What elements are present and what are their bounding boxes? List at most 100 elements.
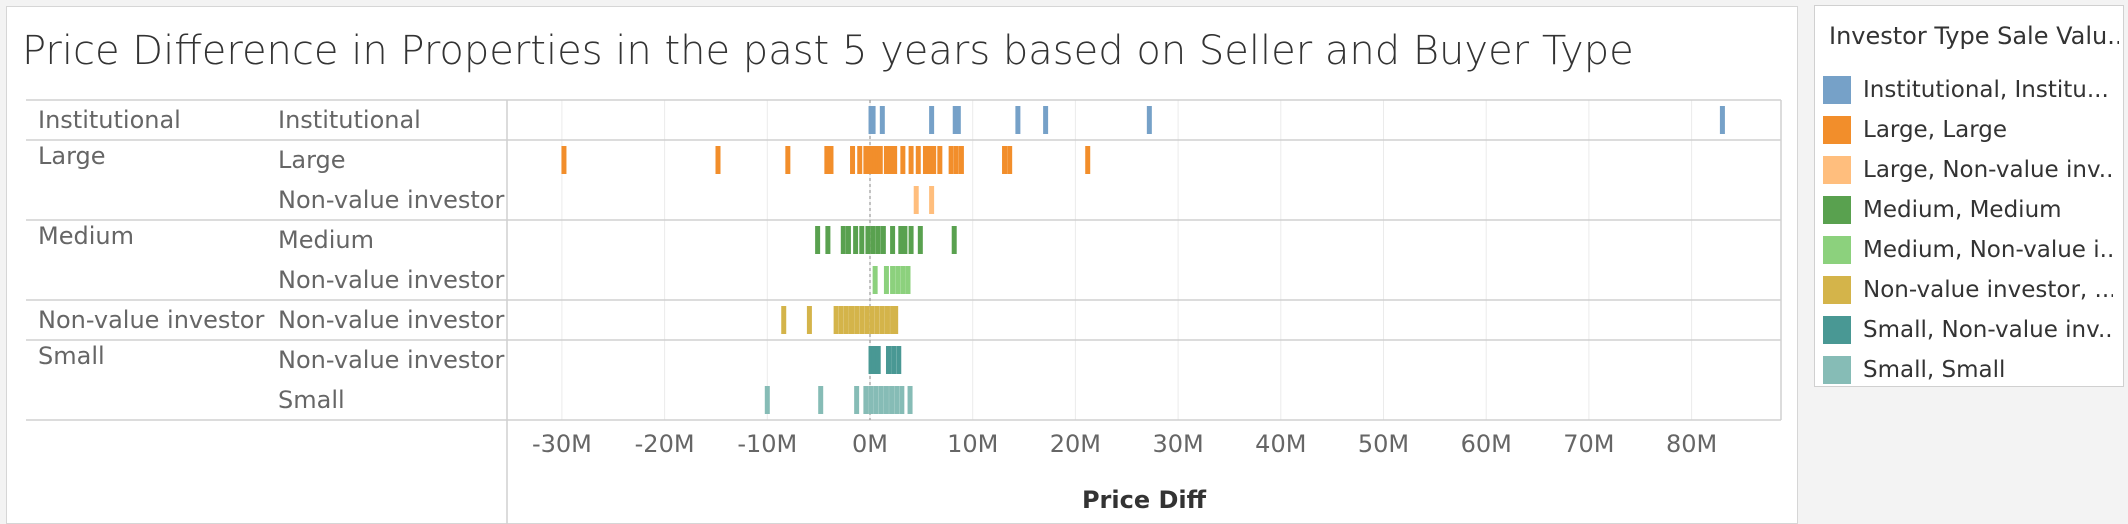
data-mark [875,346,881,374]
data-mark [927,146,933,174]
legend-item[interactable]: Large, Large [1823,110,2123,150]
data-mark [781,306,787,334]
data-mark [715,146,721,174]
data-mark [929,186,935,214]
data-mark [900,146,906,174]
data-mark [892,146,898,174]
data-mark [937,146,943,174]
legend-item[interactable]: Small, Non-value inv... [1823,310,2123,350]
data-mark [849,306,855,334]
x-axis-title: Price Diff [1082,486,1207,514]
buyer-label: Small [278,386,345,414]
data-mark [850,146,856,174]
data-mark [890,306,896,334]
x-tick-label: 0M [852,430,888,458]
data-mark [905,266,911,294]
legend-item[interactable]: Non-value investor, ... [1823,270,2123,310]
data-mark [948,146,954,174]
legend-item[interactable]: Medium, Medium [1823,190,2123,230]
data-mark [893,306,899,334]
data-mark [888,146,894,174]
data-mark [908,146,914,174]
data-mark [859,226,865,254]
x-tick-label: -10M [737,430,797,458]
seller-label: Small [38,342,105,370]
buyer-label: Non-value investor [278,266,504,294]
legend-item[interactable]: Large, Non-value inv... [1823,150,2123,190]
legend-swatch [1823,116,1851,144]
data-mark [1146,106,1152,134]
data-mark [828,146,834,174]
data-mark [857,146,863,174]
legend-item[interactable]: Institutional, Institu... [1823,70,2123,110]
data-mark [865,146,871,174]
data-mark [1015,106,1021,134]
data-mark [908,226,914,254]
legend-label: Small, Small [1863,357,2006,383]
data-mark [869,306,875,334]
data-mark [883,386,889,414]
x-tick-label: 10M [947,430,998,458]
x-tick-label: -20M [635,430,695,458]
data-mark [840,226,846,254]
data-mark [896,346,902,374]
data-mark [884,306,890,334]
data-mark [902,226,908,254]
data-mark [878,386,884,414]
legend-item[interactable]: Small, Small [1823,350,2123,386]
data-mark [958,146,964,174]
legend-item[interactable]: Medium, Non-value i... [1823,230,2123,270]
data-mark [838,306,844,334]
data-mark [955,106,961,134]
data-mark [818,386,824,414]
legend-swatch [1823,76,1851,104]
seller-label: Large [38,142,106,170]
data-mark [854,306,860,334]
seller-label: Non-value investor [38,306,264,334]
data-mark [880,226,886,254]
legend-label: Medium, Non-value i... [1863,237,2113,263]
data-mark [895,266,901,294]
data-mark [1719,106,1725,134]
data-mark [1002,146,1008,174]
data-mark [868,386,874,414]
buyer-label: Non-value investor [278,346,504,374]
data-mark [864,306,870,334]
data-mark [931,146,937,174]
data-mark [764,386,770,414]
data-mark [815,226,821,254]
seller-label: Medium [38,222,134,250]
data-mark [890,226,896,254]
x-tick-label: 30M [1152,430,1203,458]
data-mark [952,106,958,134]
data-mark [951,226,957,254]
data-mark [883,146,889,174]
data-mark [868,346,874,374]
legend-swatch [1823,236,1851,264]
x-tick-label: -30M [532,430,592,458]
data-mark [854,386,860,414]
data-mark [872,146,878,174]
data-mark [1043,106,1049,134]
data-mark [907,386,913,414]
x-tick-label: 20M [1050,430,1101,458]
data-mark [879,306,885,334]
data-mark [891,346,897,374]
legend-label: Large, Large [1863,117,2008,143]
data-mark [845,226,851,254]
legend: Investor Type Sale Valu... Institutional… [1814,5,2124,387]
legend-swatch [1823,356,1851,384]
buyer-label: Medium [278,226,374,254]
legend-swatch [1823,156,1851,184]
data-mark [883,266,889,294]
buyer-label: Non-value investor [278,186,504,214]
x-tick-label: 50M [1358,430,1409,458]
data-mark [785,146,791,174]
data-mark [806,306,812,334]
buyer-label: Large [278,146,346,174]
buyer-label: Institutional [278,106,421,134]
data-mark [870,106,876,134]
data-mark [889,386,895,414]
data-mark [915,146,921,174]
data-mark [922,146,928,174]
